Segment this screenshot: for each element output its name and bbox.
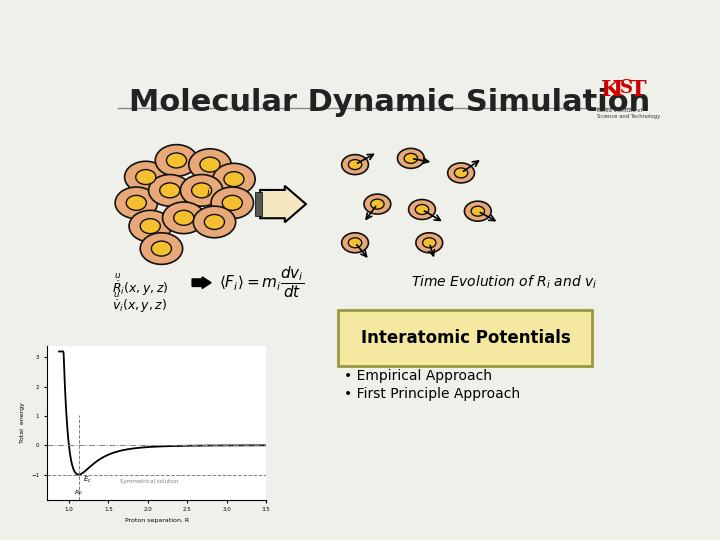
Text: Symmetrical solution: Symmetrical solution <box>120 479 179 484</box>
Text: Time Evolution of $R_i$ and $v_i$: Time Evolution of $R_i$ and $v_i$ <box>411 274 597 292</box>
Circle shape <box>364 194 391 214</box>
Y-axis label: Total  energy: Total energy <box>20 402 25 443</box>
Text: Interatomic Potentials: Interatomic Potentials <box>361 329 570 347</box>
Bar <box>255 192 262 216</box>
Text: • Empirical Approach: • Empirical Approach <box>344 369 492 383</box>
Circle shape <box>193 206 235 238</box>
Circle shape <box>140 219 161 234</box>
Circle shape <box>409 199 436 219</box>
Circle shape <box>224 172 244 187</box>
Circle shape <box>151 241 171 256</box>
Text: $R_0$: $R_0$ <box>74 488 83 497</box>
Circle shape <box>189 149 231 180</box>
X-axis label: Proton separation, R: Proton separation, R <box>125 518 189 523</box>
Circle shape <box>115 187 158 219</box>
Circle shape <box>204 214 225 230</box>
FancyArrow shape <box>192 277 211 288</box>
Circle shape <box>471 206 485 216</box>
Circle shape <box>213 163 255 195</box>
Circle shape <box>423 238 436 248</box>
Circle shape <box>148 174 191 206</box>
Circle shape <box>181 174 222 206</box>
Circle shape <box>342 154 369 174</box>
Circle shape <box>125 161 167 193</box>
Circle shape <box>342 233 369 253</box>
Circle shape <box>136 170 156 185</box>
Circle shape <box>140 233 183 265</box>
Circle shape <box>200 157 220 172</box>
Text: $\langle F_i \rangle = m_i \dfrac{dv_i}{dt}$: $\langle F_i \rangle = m_i \dfrac{dv_i}{… <box>220 265 305 300</box>
Circle shape <box>174 211 194 225</box>
Text: T: T <box>629 79 647 102</box>
Circle shape <box>156 145 198 176</box>
Circle shape <box>348 160 361 170</box>
Circle shape <box>404 153 418 163</box>
Circle shape <box>464 201 491 221</box>
Circle shape <box>397 148 424 168</box>
Circle shape <box>448 163 474 183</box>
Circle shape <box>166 153 186 168</box>
Text: $i$: $i$ <box>206 186 211 199</box>
Circle shape <box>129 210 171 242</box>
FancyBboxPatch shape <box>338 310 593 366</box>
Circle shape <box>163 202 205 234</box>
Text: $E_c$: $E_c$ <box>83 475 91 485</box>
Circle shape <box>416 233 443 253</box>
FancyArrow shape <box>260 186 306 222</box>
Circle shape <box>454 168 468 178</box>
Circle shape <box>371 199 384 209</box>
Circle shape <box>211 187 253 219</box>
Text: $\overset{u}{\dot{R}}_i(x,y,z)$: $\overset{u}{\dot{R}}_i(x,y,z)$ <box>112 271 168 298</box>
Text: $\overset{u}{\dot{v}}_i(x,y,z)$: $\overset{u}{\dot{v}}_i(x,y,z)$ <box>112 290 168 315</box>
Circle shape <box>160 183 180 198</box>
Text: K: K <box>600 79 620 102</box>
Text: Korea Institute of
Science and Technology: Korea Institute of Science and Technolog… <box>597 109 660 119</box>
Circle shape <box>192 183 212 198</box>
Circle shape <box>222 195 243 210</box>
Text: • First Principle Approach: • First Principle Approach <box>344 387 520 401</box>
Circle shape <box>126 195 146 210</box>
Circle shape <box>348 238 361 248</box>
Text: S: S <box>620 79 633 97</box>
Text: I: I <box>613 79 624 102</box>
Text: Molecular Dynamic Simulation: Molecular Dynamic Simulation <box>129 87 650 117</box>
Circle shape <box>415 205 428 214</box>
